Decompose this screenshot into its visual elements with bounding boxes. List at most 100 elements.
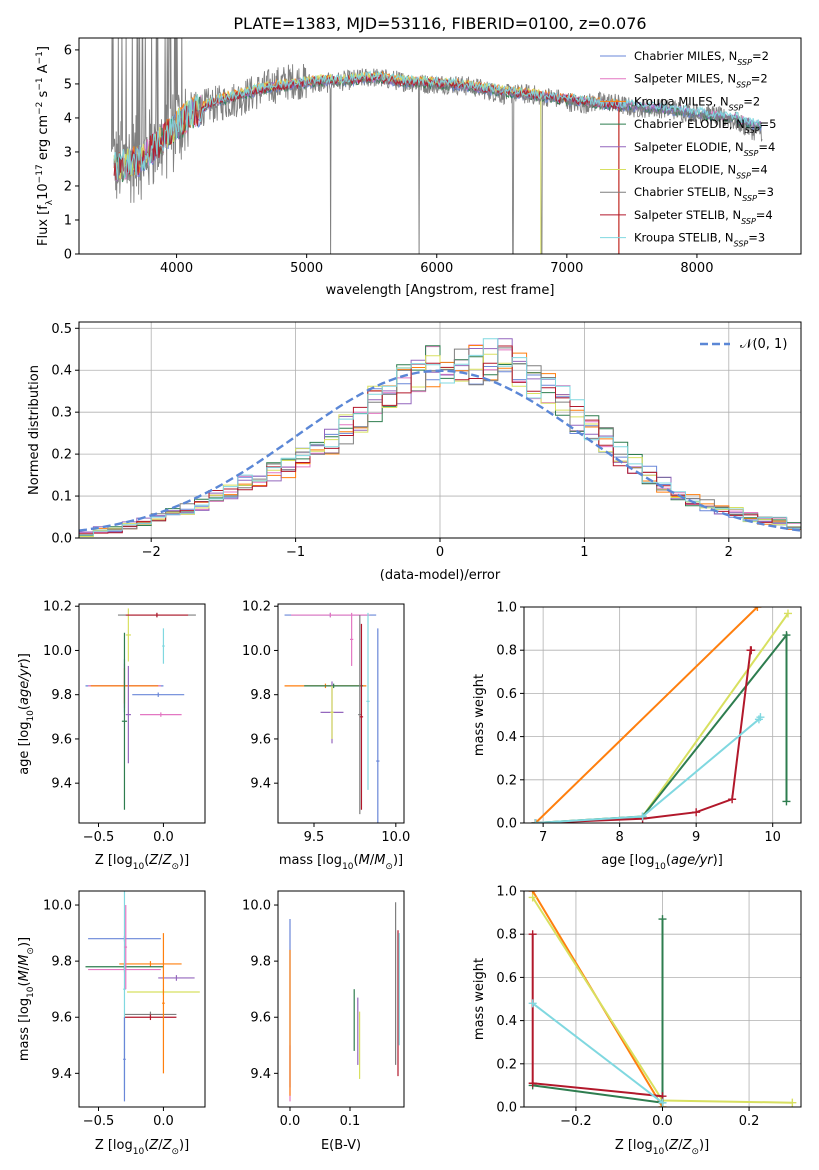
weight-marker <box>658 1098 667 1107</box>
y-tick-label: 0.0 <box>51 532 72 547</box>
y-axis-label: age [log10(age/yr)] <box>17 653 36 775</box>
weight-marker <box>528 893 537 902</box>
x-tick-label: −0.2 <box>560 1114 592 1129</box>
weight-marker <box>528 999 537 1008</box>
x-tick-label: 0 <box>436 545 444 560</box>
y-tick-label: 0.2 <box>496 1057 517 1072</box>
x-tick-label: 9 <box>692 830 700 845</box>
y-axis-label: Normed distribution <box>27 365 42 495</box>
y-tick-label: 0.0 <box>496 1101 517 1116</box>
legend-label: Salpeter MILES, NSSP=2 <box>634 72 768 90</box>
plot-area-7 <box>524 891 801 1107</box>
x-tick-label: 10.0 <box>381 830 410 845</box>
y-tick-label: 0.4 <box>496 1014 517 1029</box>
x-tick-label: 10 <box>764 830 781 845</box>
axes-frame-2 <box>78 603 206 824</box>
legend-label: Kroupa ELODIE, NSSP=4 <box>634 163 768 181</box>
plot-area-5 <box>85 891 200 1102</box>
x-tick-label: 2 <box>725 545 733 560</box>
y-tick-label: 3 <box>64 145 72 160</box>
weight-marker <box>788 1098 797 1107</box>
weight-marker <box>638 812 647 821</box>
legend-label: Chabrier ELODIE, NSSP=5 <box>634 117 776 135</box>
legend-label: Salpeter STELIB, NSSP=4 <box>634 208 773 226</box>
y-tick-label: 1.0 <box>496 885 517 900</box>
y-tick-label: 9.4 <box>51 1067 72 1082</box>
y-tick-label: 0.2 <box>496 773 517 788</box>
weight-line-4 <box>532 1002 664 1104</box>
axes-frame-0 <box>78 37 802 255</box>
y-tick-label: 0 <box>64 248 72 263</box>
y-tick-label: 4 <box>64 111 72 126</box>
weight-marker <box>728 795 737 804</box>
y-tick-label: 1.0 <box>496 601 517 616</box>
legend-label: Salpeter ELODIE, NSSP=4 <box>634 140 775 158</box>
weight-marker <box>747 646 756 655</box>
legend-label: Chabrier STELIB, NSSP=3 <box>634 185 774 203</box>
legend-label-normal: 𝒩(0, 1) <box>740 337 787 352</box>
x-tick-label: −2 <box>142 545 161 560</box>
y-tick-label: 9.4 <box>250 1067 271 1082</box>
y-tick-label: 0.6 <box>496 687 517 702</box>
y-tick-label: 9.8 <box>250 688 271 703</box>
y-axis-label: Flux [fλ10−17 erg cm−2 s−1 A−1] <box>35 46 55 246</box>
y-tick-label: 1 <box>64 213 72 228</box>
x-tick-label: −0.5 <box>83 1114 115 1129</box>
x-axis-label: wavelength [Angstrom, rest frame] <box>326 283 555 298</box>
y-tick-label: 0.4 <box>496 730 517 745</box>
y-tick-label: 10.0 <box>242 644 271 659</box>
plot-area-0 <box>111 38 763 254</box>
y-tick-label: 10.2 <box>242 600 271 615</box>
y-tick-label: 0.3 <box>51 406 72 421</box>
x-axis-label: E(B-V) <box>321 1138 361 1153</box>
y-tick-label: 0.6 <box>496 971 517 986</box>
y-tick-label: 9.8 <box>51 688 72 703</box>
y-tick-label: 10.0 <box>242 899 271 914</box>
axes-frame-4 <box>523 606 802 824</box>
weight-marker <box>528 930 537 939</box>
x-tick-label: 7000 <box>550 261 583 276</box>
weight-marker <box>783 609 792 618</box>
weight-line-0 <box>534 607 759 823</box>
legend-label: Kroupa STELIB, NSSP=3 <box>634 231 765 249</box>
weight-marker <box>753 607 762 611</box>
weight-marker <box>658 915 667 924</box>
y-tick-label: 9.6 <box>250 732 271 747</box>
x-axis-label: mass [log10(M/M⊙)] <box>279 853 403 872</box>
x-axis-label: (data-model)/error <box>380 568 501 583</box>
weight-marker <box>756 713 765 722</box>
y-tick-label: 10.0 <box>43 644 72 659</box>
x-tick-label: 8000 <box>680 261 713 276</box>
y-tick-label: 10.0 <box>43 899 72 914</box>
y-tick-label: 0.1 <box>51 490 72 505</box>
weight-marker <box>782 631 791 640</box>
x-axis-label: Z [log10(Z/Z⊙)] <box>95 1138 189 1157</box>
y-tick-label: 10.2 <box>43 600 72 615</box>
x-tick-label: 9.5 <box>304 830 325 845</box>
y-axis-label: mass weight <box>472 958 487 1040</box>
weight-marker <box>782 797 791 806</box>
x-tick-label: 0.0 <box>652 1114 673 1129</box>
x-tick-label: 0.0 <box>280 1114 301 1129</box>
x-tick-label: 8 <box>616 830 624 845</box>
y-tick-label: 5 <box>64 77 72 92</box>
y-tick-label: 9.6 <box>51 1011 72 1026</box>
histogram-step-8 <box>79 338 801 536</box>
plot-area-1 <box>79 322 801 538</box>
x-tick-label: 0.2 <box>739 1114 760 1129</box>
y-tick-label: 0.4 <box>51 364 72 379</box>
plot-area-4 <box>524 607 801 823</box>
y-tick-label: 9.8 <box>250 955 271 970</box>
legend-label: Kroupa MILES, NSSP=2 <box>634 94 760 112</box>
x-tick-label: 6000 <box>420 261 453 276</box>
x-tick-label: 0.0 <box>153 830 174 845</box>
y-tick-label: 9.6 <box>51 732 72 747</box>
y-tick-label: 0.8 <box>496 644 517 659</box>
x-tick-label: −1 <box>286 545 305 560</box>
weight-marker <box>531 819 540 823</box>
model-line-8 <box>113 70 762 180</box>
axes-frame-3 <box>277 603 405 824</box>
y-tick-label: 0.5 <box>51 322 72 337</box>
y-tick-label: 2 <box>64 179 72 194</box>
